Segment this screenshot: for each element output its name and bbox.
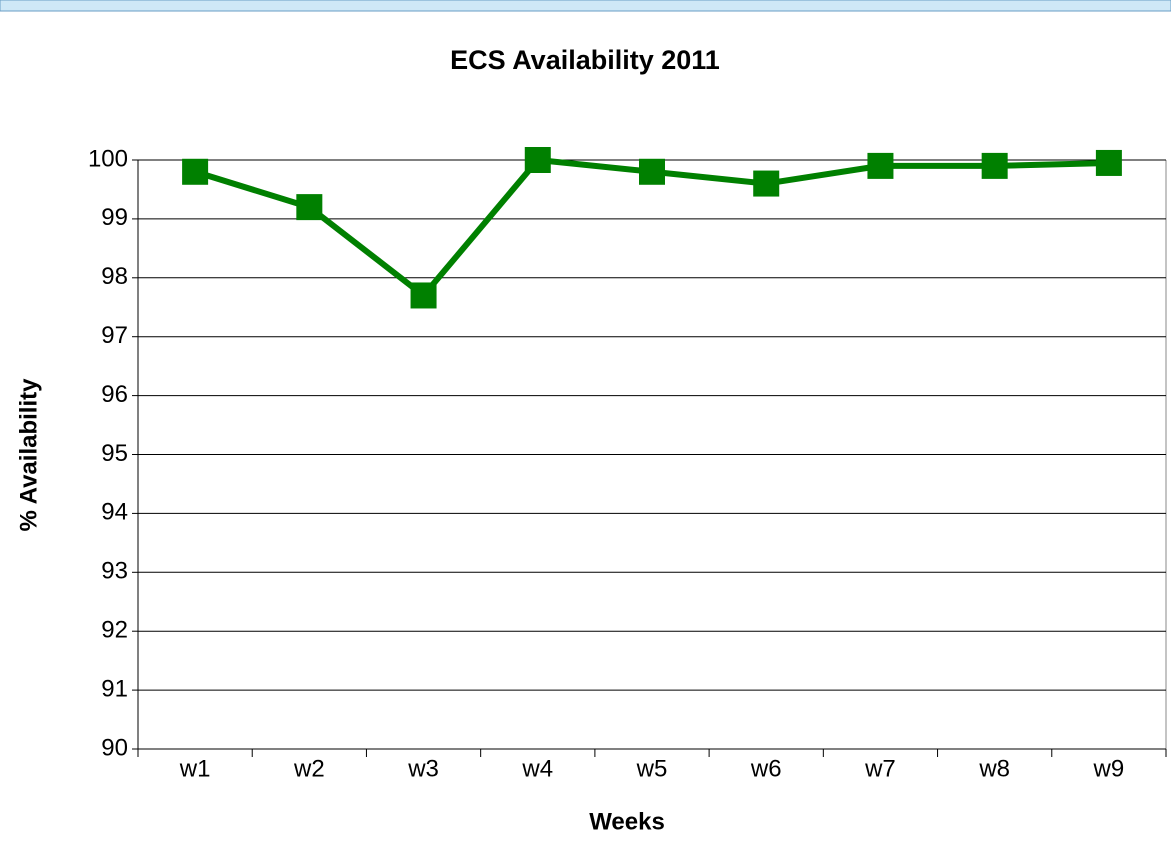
x-tick-label: w8 [978,755,1010,782]
x-tick-label: w4 [521,755,553,782]
y-tick-label: 91 [101,675,128,702]
x-tick-label: w5 [636,755,668,782]
y-tick-label: 90 [101,734,128,761]
marker [981,152,1008,179]
x-tick-label: w2 [293,755,325,782]
x-tick-label: w6 [750,755,782,782]
x-axis-title: Weeks [589,808,665,835]
y-tick-label: 96 [101,381,128,408]
x-tick-label: w9 [1093,755,1125,782]
marker [410,282,437,309]
marker [296,194,323,221]
chart-title: ECS Availability 2011 [450,45,720,75]
marker [867,152,894,179]
y-tick-label: 98 [101,263,128,290]
y-tick-label: 92 [101,617,128,644]
top-bar [0,0,1171,12]
x-tick-label: w1 [179,755,211,782]
y-axis-title: % Availability [15,378,42,532]
x-tick-label: w7 [864,755,896,782]
marker [182,158,209,185]
y-tick-label: 99 [101,204,128,231]
y-tick-label: 100 [88,145,128,172]
y-tick-label: 95 [101,440,128,467]
marker [639,158,665,185]
marker [753,170,780,197]
y-tick-label: 94 [101,499,128,526]
marker [1095,149,1122,176]
marker [524,147,551,173]
x-tick-label: w3 [407,755,439,782]
y-tick-label: 93 [101,558,128,585]
y-tick-label: 97 [101,322,128,349]
